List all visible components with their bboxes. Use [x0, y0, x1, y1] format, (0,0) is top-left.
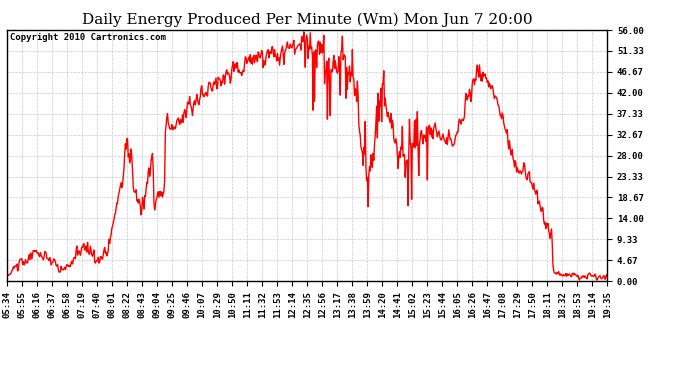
Title: Daily Energy Produced Per Minute (Wm) Mon Jun 7 20:00: Daily Energy Produced Per Minute (Wm) Mo…	[81, 13, 533, 27]
Text: Copyright 2010 Cartronics.com: Copyright 2010 Cartronics.com	[10, 33, 166, 42]
